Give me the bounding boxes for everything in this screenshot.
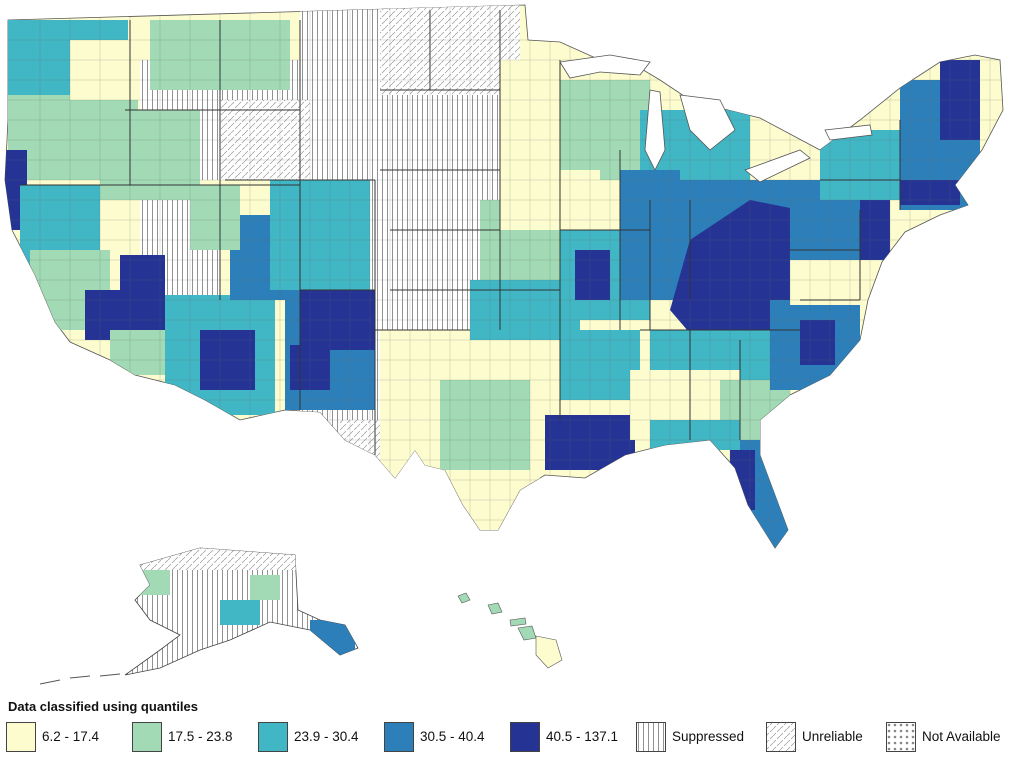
- class1-region-idaho-north: [70, 40, 140, 100]
- class2-region-wyoming-west: [190, 185, 240, 250]
- legend-label-unreliable: Unreliable: [802, 729, 863, 744]
- legend-swatch-unreliable: [766, 722, 796, 752]
- hawaii-oahu: [487, 602, 503, 615]
- legend-swatch-class5: [510, 722, 540, 752]
- alaska-inset: [39, 547, 359, 685]
- hawaii-inset: [457, 592, 563, 669]
- legend-swatch-class2: [132, 722, 162, 752]
- legend-swatch-not-available: [886, 722, 916, 752]
- legend-label-class2: 17.5 - 23.8: [168, 729, 233, 744]
- alaska-class3-south: [220, 600, 260, 625]
- hawaii-kauai: [457, 592, 471, 604]
- class2-region-wisconsin: [560, 80, 650, 180]
- legend-swatch-class1: [6, 722, 36, 752]
- class5-region-nc-coast: [800, 320, 835, 365]
- aleutian-islands: [39, 673, 121, 685]
- lake-erie: [744, 149, 811, 183]
- legend-label-suppressed: Suppressed: [672, 729, 745, 744]
- legend-label-class3: 23.9 - 30.4: [294, 729, 359, 744]
- state-borders: [20, 10, 901, 455]
- class5-region-nevada: [120, 255, 165, 330]
- class5-region-nj: [860, 200, 890, 260]
- alaska-unreliable-north: [140, 548, 300, 570]
- hawaii-molokai: [509, 617, 527, 627]
- lake-ontario: [824, 124, 873, 141]
- legend-label-not-available: Not Available: [922, 729, 1001, 744]
- hawaii-big-island: [535, 635, 563, 669]
- class3-region-colorado: [270, 180, 370, 290]
- class5-region-missouri-south: [575, 250, 610, 300]
- legend-swatch-suppressed: [636, 722, 666, 752]
- alaska-class2-central: [250, 575, 280, 600]
- class2-region-texas-east: [440, 380, 530, 470]
- choropleth-map: [4, 4, 1004, 685]
- lake-michigan: [644, 89, 666, 171]
- lake-superior: [559, 54, 651, 79]
- class3-region-arkansas: [560, 330, 640, 400]
- legend-swatch-class3: [258, 722, 288, 752]
- alaska-class2-west: [140, 570, 170, 595]
- hawaii-maui: [517, 625, 537, 641]
- class2-region-idaho: [100, 110, 200, 200]
- class1-region-virginia: [790, 260, 860, 305]
- legend-label-class5: 40.5 - 137.1: [546, 729, 619, 744]
- alaska-class4-panhandle: [310, 620, 355, 655]
- lake-huron: [679, 94, 736, 151]
- legend-label-class1: 6.2 - 17.4: [42, 729, 100, 744]
- legend-swatch-class4: [384, 722, 414, 752]
- legend-title: Data classified using quantiles: [8, 699, 198, 714]
- legend-label-class4: 30.5 - 40.4: [420, 729, 485, 744]
- contiguous-us: [4, 4, 1004, 549]
